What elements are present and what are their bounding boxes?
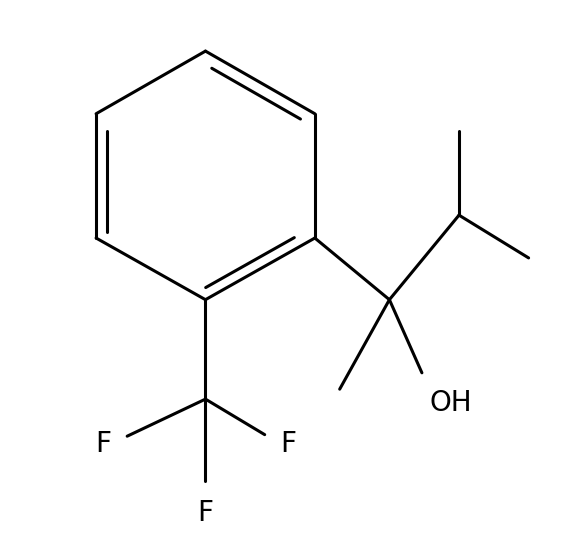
Text: OH: OH <box>429 389 472 417</box>
Text: F: F <box>95 430 111 458</box>
Text: F: F <box>280 430 296 458</box>
Text: F: F <box>197 498 213 526</box>
